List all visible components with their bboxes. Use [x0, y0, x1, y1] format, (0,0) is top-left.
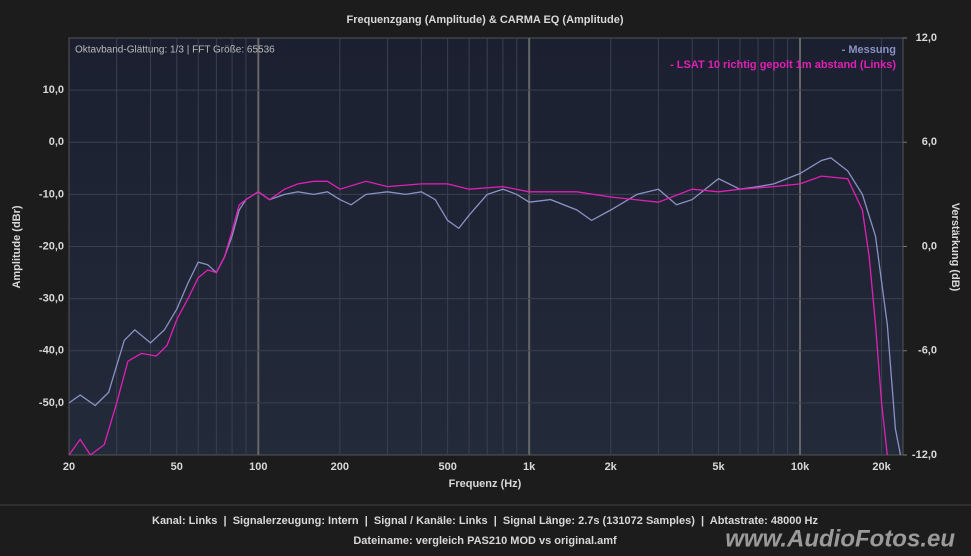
legend-entry: - Messung — [842, 44, 896, 56]
x-tick-label: 100 — [249, 461, 267, 473]
y-tick-label: -40,0 — [39, 345, 64, 357]
x-tick-label: 2k — [605, 461, 618, 473]
annotation: Oktavband-Glättung: 1/3 | FFT Größe: 655… — [75, 45, 275, 56]
y2-tick-label: 12,0 — [916, 32, 937, 44]
y-tick-label: -30,0 — [39, 293, 64, 305]
y-tick-label: 0,0 — [49, 136, 64, 148]
series-line — [69, 175, 888, 455]
footer-file: Dateiname: vergleich PAS210 MOD vs origi… — [353, 535, 617, 547]
x-tick-label: 20 — [63, 461, 75, 473]
y-tick-label: -10,0 — [39, 188, 64, 200]
y2-tick-label: 6,0 — [922, 136, 937, 148]
footer-info: Kanal: Links | Signalerzeugung: Intern |… — [152, 515, 818, 527]
y2-tick-label: -6,0 — [918, 345, 937, 357]
y-tick-label: 10,0 — [43, 84, 64, 96]
x-tick-label: 200 — [331, 461, 349, 473]
y2-axis-label: Verstärkung (dB) — [949, 203, 961, 292]
y-axis-label: Amplitude (dBr) — [11, 205, 23, 288]
x-tick-label: 50 — [171, 461, 183, 473]
watermark: www.AudioFotos.eu — [725, 525, 955, 552]
y-tick-label: -20,0 — [39, 240, 64, 252]
x-tick-label: 500 — [438, 461, 456, 473]
chart-title: Frequenzgang (Amplitude) & CARMA EQ (Amp… — [346, 14, 623, 26]
x-axis-label: Frequenz (Hz) — [449, 478, 522, 490]
x-tick-label: 5k — [712, 461, 725, 473]
x-tick-label: 20k — [872, 461, 891, 473]
y-tick-label: -50,0 — [39, 397, 64, 409]
y2-tick-label: 0,0 — [922, 240, 937, 252]
x-tick-label: 1k — [523, 461, 536, 473]
y2-tick-label: -12,0 — [912, 449, 937, 461]
x-tick-label: 10k — [791, 461, 810, 473]
series-line — [69, 157, 902, 455]
legend-entry: - LSAT 10 richtig gepolt 1m abstand (Lin… — [670, 59, 896, 71]
